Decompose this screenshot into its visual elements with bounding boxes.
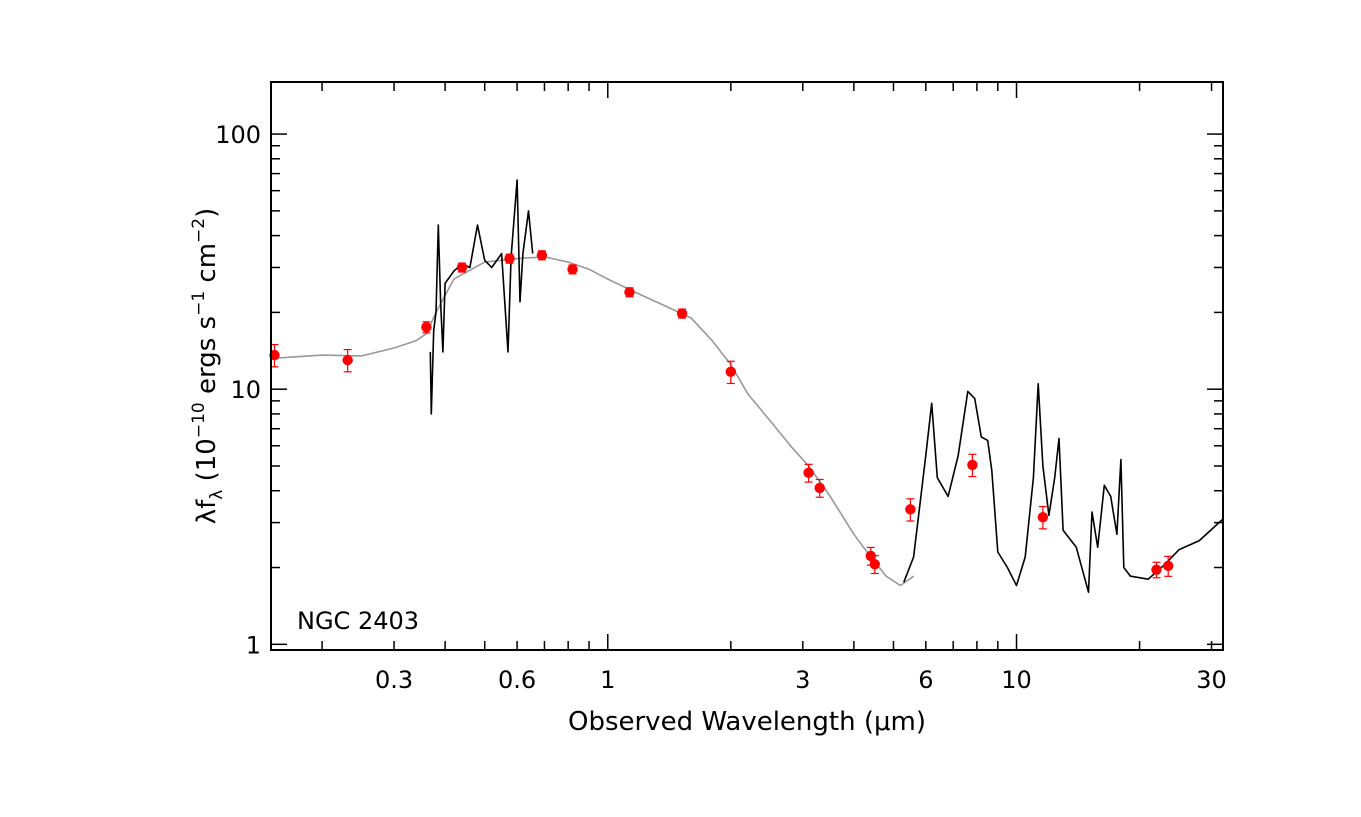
photometry-marker [869, 559, 880, 570]
x-tick-label: 30 [1196, 666, 1227, 694]
x-tick-label: 0.6 [498, 666, 536, 694]
photometry-point [342, 348, 353, 373]
photometry-point [1037, 506, 1049, 530]
photometry-marker [1037, 511, 1049, 523]
photometry-point [869, 555, 880, 575]
x-tick-label: 0.3 [375, 666, 413, 694]
observed-spectrum-ir-line [903, 382, 1224, 594]
x-tick-label: 3 [795, 666, 810, 694]
photometry-point [814, 478, 825, 498]
photometry-marker [725, 366, 737, 378]
photometry-marker [967, 459, 978, 471]
photometry-point [967, 453, 978, 478]
model-sed-line [270, 256, 915, 587]
photometry-point [536, 250, 548, 261]
photometry-marker [1162, 560, 1174, 572]
photometry-marker [567, 264, 578, 275]
photometry-point [1162, 555, 1174, 577]
axis-ticks [271, 82, 1223, 650]
photometry-point [676, 308, 688, 319]
photometry-point [567, 264, 578, 275]
y-tick-label: 10 [230, 376, 261, 404]
y-axis-title: λfλ (10−10 ergs s−1 cm−2) [189, 208, 227, 525]
photometry-marker [905, 504, 916, 515]
photometry-marker [1151, 564, 1162, 575]
x-tick-label: 1 [600, 666, 615, 694]
photometry-marker [536, 250, 548, 261]
photometry-point [1151, 561, 1162, 579]
photometry-marker [803, 467, 814, 479]
x-tick-label: 6 [918, 666, 933, 694]
photometry-point [905, 498, 916, 522]
photometry-marker [342, 354, 353, 366]
photometry-marker [814, 482, 825, 494]
photometry-point [456, 262, 468, 273]
observed-spectrum-optical-line [429, 179, 534, 415]
photometry-marker [624, 286, 635, 298]
photometry-marker [676, 308, 688, 319]
photometry-point [624, 286, 635, 298]
plot-content [269, 179, 1224, 594]
photometry-marker [456, 262, 468, 273]
plot-frame [270, 81, 1224, 651]
x-tick-label: 10 [1001, 666, 1032, 694]
y-tick-label: 1 [246, 631, 261, 659]
photometry-marker [504, 253, 515, 264]
photometry-point [725, 360, 737, 385]
galaxy-name-label: NGC 2403 [297, 607, 419, 635]
axis-tick-labels: 0.3 0.6 1 3 6 10 30 1 10 100 [215, 121, 1227, 694]
photometry-point [421, 321, 432, 334]
photometry-point [803, 463, 814, 483]
photometry-marker [421, 321, 432, 333]
x-axis-title: Observed Wavelength (μm) [568, 707, 926, 737]
y-tick-label: 100 [215, 121, 261, 149]
photometry-point [504, 253, 515, 264]
